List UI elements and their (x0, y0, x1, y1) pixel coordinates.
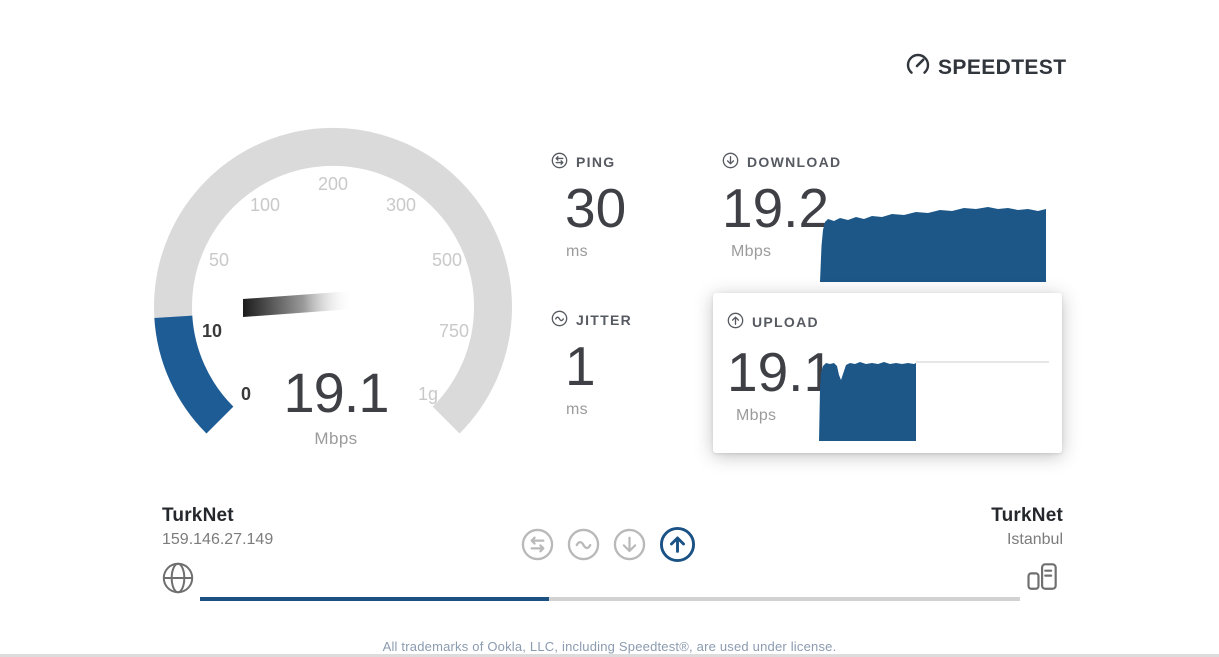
download-metric: DOWNLOAD 19.2 Mbps (722, 152, 842, 261)
test-progress-fill (200, 597, 550, 601)
ping-unit: ms (566, 243, 588, 260)
phase-jitter-icon (567, 528, 600, 566)
upload-card: UPLOAD 19.1 Mbps (713, 293, 1062, 453)
logo-wordmark: SPEEDTEST (938, 55, 1067, 79)
gauge-track-arc (154, 127, 512, 434)
download-value: 19.2 (722, 177, 830, 239)
upload-value: 19.1 (727, 341, 835, 403)
globe-icon (160, 560, 196, 601)
gauge-tick-1g: 1g (418, 384, 438, 404)
speedtest-logo[interactable]: SPEEDTEST (905, 52, 1066, 83)
ping-value: 30 (565, 177, 627, 239)
download-unit: Mbps (731, 243, 772, 260)
gauge-tick-500: 500 (432, 250, 462, 270)
gauge-tick-200: 200 (318, 174, 348, 194)
isp-info: TurkNet 159.146.27.149 (162, 505, 273, 549)
gauge-current-value: 19.1 (284, 361, 389, 424)
upload-throughput-chart (819, 361, 1049, 441)
gauge-tick-750: 750 (439, 321, 469, 341)
speedometer-logo-icon (905, 52, 931, 83)
gauge-tick-50: 50 (209, 250, 229, 270)
ping-label: PING (576, 154, 616, 170)
gauge-tick-100: 100 (250, 195, 280, 215)
download-throughput-chart (820, 207, 1046, 282)
download-label: DOWNLOAD (747, 154, 842, 170)
download-icon (722, 152, 739, 172)
jitter-unit: ms (566, 401, 588, 418)
jitter-label-row: JITTER (551, 310, 633, 330)
server-info: TurkNet Istanbul (991, 505, 1063, 549)
gauge-progress-arc (154, 315, 234, 434)
bottom-edge-divider (0, 654, 1219, 657)
phase-ping-icon (521, 528, 554, 566)
upload-unit: Mbps (736, 407, 777, 424)
gauge-tick-10: 10 (202, 321, 222, 341)
upload-label: UPLOAD (752, 314, 819, 330)
isp-ip: 159.146.27.149 (162, 531, 274, 548)
download-area (820, 207, 1046, 282)
jitter-label: JITTER (576, 312, 633, 328)
server-name: TurkNet (991, 505, 1063, 526)
server-icon (1024, 557, 1062, 602)
license-footer: All trademarks of Ookla, LLC, including … (382, 639, 837, 654)
upload-icon (727, 312, 744, 332)
gauge-unit: Mbps (314, 429, 357, 448)
jitter-icon (551, 310, 568, 330)
test-progress-bar (200, 597, 1020, 601)
upload-area (819, 362, 916, 441)
ping-label-row: PING (551, 152, 626, 172)
upload-label-row: UPLOAD (727, 312, 1062, 332)
jitter-value: 1 (565, 335, 596, 397)
ping-icon (551, 152, 568, 172)
phase-download-icon (613, 528, 646, 566)
download-label-row: DOWNLOAD (722, 152, 842, 172)
ping-metric: PING 30 ms (551, 152, 627, 261)
jitter-metric: JITTER 1 ms (551, 310, 633, 419)
server-location: Istanbul (1006, 531, 1063, 548)
test-phase-indicators (521, 526, 696, 568)
phase-upload-icon-active (659, 526, 696, 568)
gauge-tick-0: 0 (241, 384, 251, 404)
speed-gauge: 0 10 50 100 200 300 500 750 1g 19.1 Mbps (154, 127, 512, 448)
gauge-tick-300: 300 (386, 195, 416, 215)
gauge-needle (243, 291, 353, 317)
isp-name: TurkNet (162, 505, 234, 526)
